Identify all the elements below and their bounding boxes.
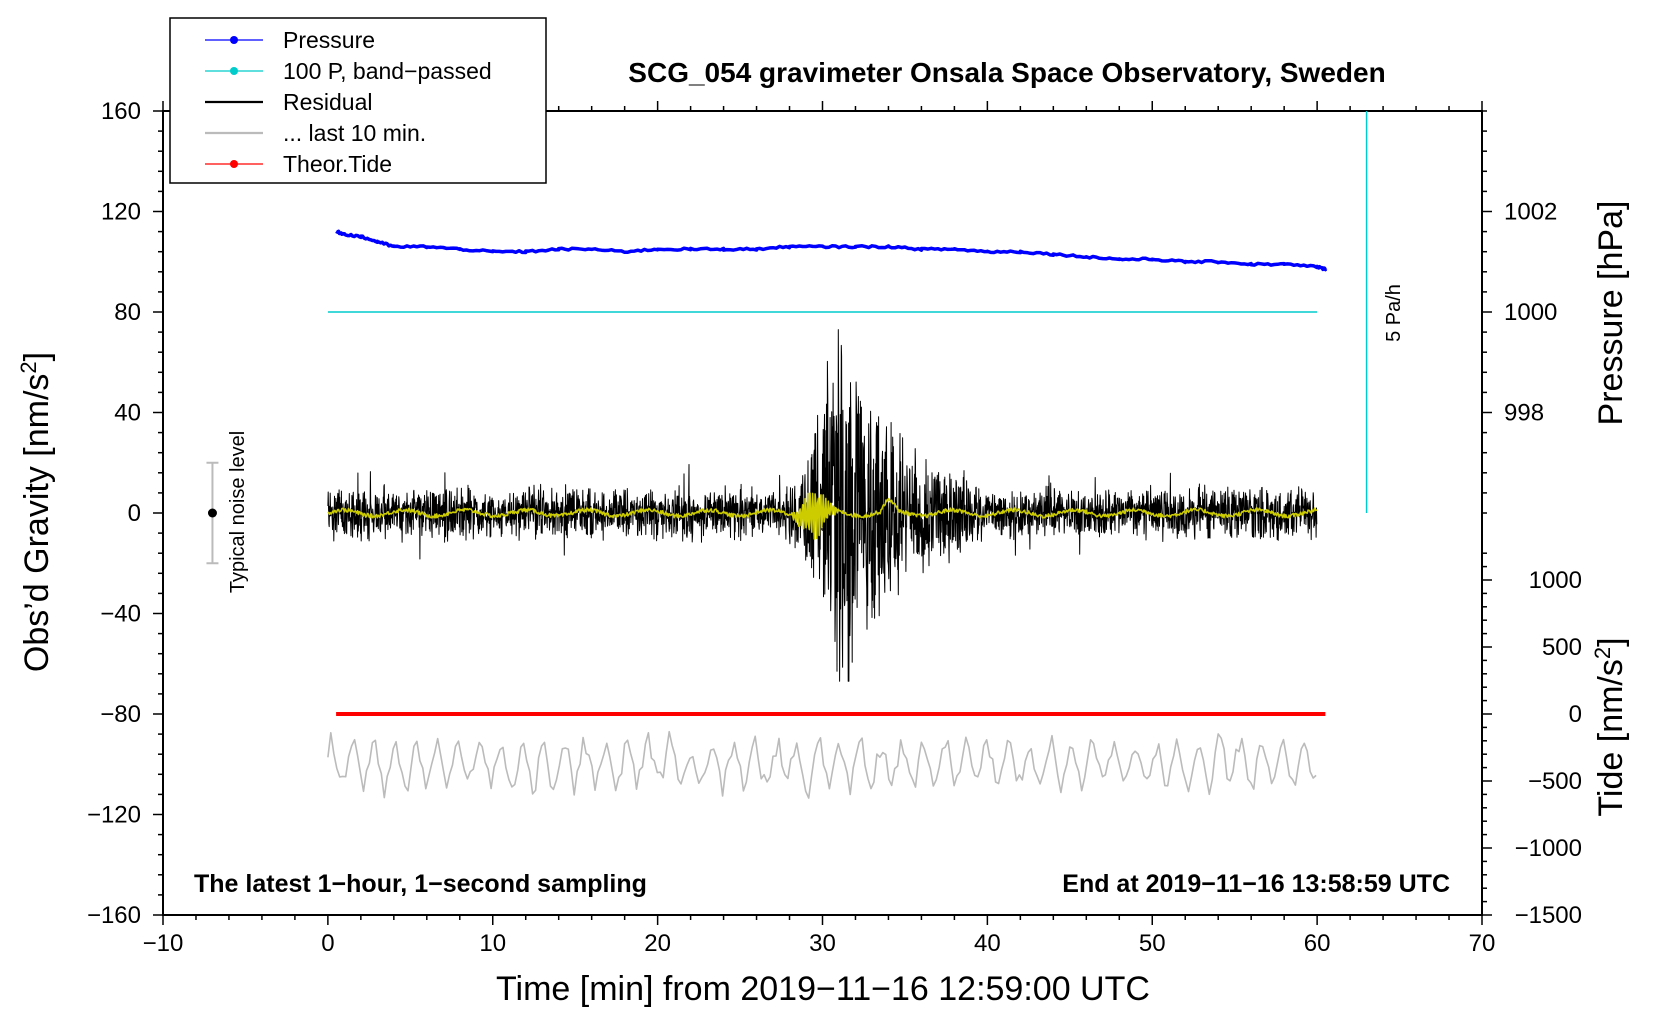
- noise-indicator-label: Typical noise level: [227, 431, 249, 593]
- pressure-tick-label: 998: [1504, 400, 1544, 427]
- series-last10-line: [327, 730, 1317, 799]
- pressure-tick-label: 1000: [1504, 299, 1557, 326]
- y-tick-label: 40: [114, 400, 141, 427]
- legend-box: [169, 17, 547, 184]
- x-tick-label: 30: [809, 930, 836, 957]
- pressure-tick-label: 1002: [1504, 199, 1557, 226]
- x-tick-label: 60: [1304, 930, 1331, 957]
- y-axis-title-sup: 2: [16, 361, 41, 373]
- x-tick-label: 50: [1139, 930, 1166, 957]
- tide-tick-label: 0: [1569, 701, 1582, 728]
- y-axis-title-end: ]: [18, 352, 56, 361]
- scale-bar-label: 5 Pa/h: [1383, 284, 1405, 342]
- x-tick-label: −10: [143, 930, 184, 957]
- y-axis-title: Obs’d Gravity [nm/s2]: [16, 352, 56, 672]
- note-right: End at 2019−11−16 13:58:59 UTC: [1062, 870, 1450, 898]
- y-tick-label: −80: [100, 701, 141, 728]
- y-tick-label: 120: [101, 199, 141, 226]
- tide-tick-label: 500: [1542, 634, 1582, 661]
- legend-label-tide: Theor.Tide: [283, 151, 392, 177]
- y-tick-label: 80: [114, 299, 141, 326]
- tide-axis-title-sup: 2: [1590, 647, 1615, 659]
- y-axis-title-main: Obs’d Gravity [nm/s: [18, 374, 56, 673]
- legend-swatch-marker: [230, 36, 238, 44]
- axis-layer: −10 0 10 20 30 40 50 60 70 160 120 80 40 0 −40 −80 −120 −…: [87, 98, 1582, 957]
- tide-axis-title-main: Tide [nm/s: [1592, 659, 1630, 816]
- series-residual-smoothed-line: [327, 492, 1318, 540]
- y-tick-label: 160: [101, 98, 141, 125]
- legend-label-residual: Residual: [283, 89, 373, 115]
- legend-swatch-marker: [230, 67, 238, 75]
- legend-swatches: [205, 36, 263, 168]
- series-residual-line: [327, 329, 1318, 682]
- legend-label-bandpassed: 100 P, band−passed: [283, 58, 492, 84]
- x-tick-label: 0: [321, 930, 334, 957]
- x-tick-label: 10: [479, 930, 506, 957]
- legend-label-pressure: Pressure: [283, 27, 375, 53]
- legend-label-last10: ... last 10 min.: [283, 120, 426, 146]
- y-tick-label: −120: [87, 802, 141, 829]
- series-layer: [206, 111, 1368, 799]
- series-pressure-line: [335, 229, 1328, 272]
- note-left: The latest 1−hour, 1−second sampling: [194, 870, 647, 898]
- y-tick-label: −40: [100, 601, 141, 628]
- x-axis-title: Time [min] from 2019−11−16 12:59:00 UTC: [496, 970, 1150, 1008]
- tide-axis-title: Tide [nm/s2]: [1590, 637, 1630, 816]
- tide-tick-label: −1000: [1515, 835, 1582, 862]
- tide-tick-label: 1000: [1529, 567, 1582, 594]
- tide-axis-title-end: ]: [1592, 637, 1630, 646]
- tide-tick-label: −500: [1528, 768, 1582, 795]
- legend: Pressure 100 P, band−passed Residual ...…: [169, 17, 547, 184]
- legend-swatch-marker: [230, 160, 238, 168]
- x-tick-label: 20: [644, 930, 671, 957]
- chart-title: SCG_054 gravimeter Onsala Space Observat…: [628, 57, 1385, 88]
- x-tick-label: 40: [974, 930, 1001, 957]
- noise-center-dot: [207, 508, 217, 518]
- pressure-axis-title: Pressure [hPa]: [1592, 201, 1630, 426]
- y-tick-label: −160: [87, 902, 141, 929]
- tide-tick-label: −1500: [1515, 902, 1582, 929]
- y-tick-label: 0: [128, 500, 141, 527]
- x-tick-label: 70: [1469, 930, 1496, 957]
